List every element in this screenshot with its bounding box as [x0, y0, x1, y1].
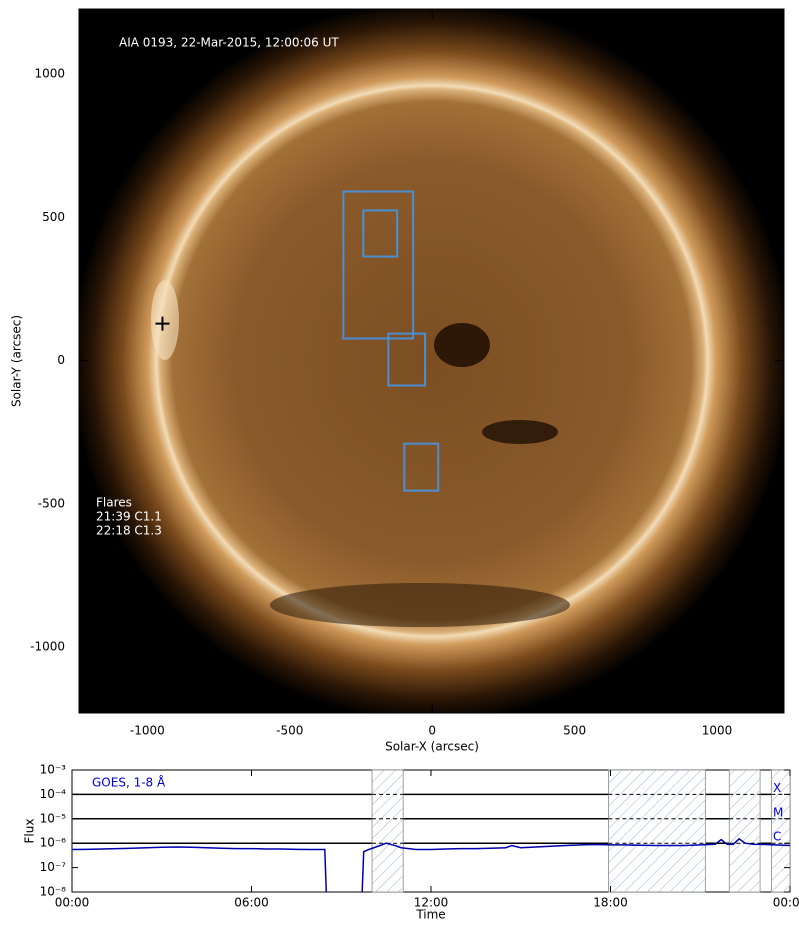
flux-line: [72, 837, 790, 892]
x-tick-label: 0: [428, 724, 436, 738]
annotation: Flares: [96, 496, 132, 510]
y-tick-label: 10⁻⁴: [40, 787, 67, 801]
x-tick-label: 06:00: [234, 896, 269, 910]
y-tick-label: 10⁻⁵: [40, 811, 67, 825]
y-tick-label: 10⁻⁸: [40, 885, 67, 899]
span-hatch: [729, 770, 761, 892]
region-box: [362, 209, 399, 258]
y-tick-label: 10⁻³: [40, 763, 67, 777]
region-box: [387, 332, 427, 387]
image-title: AIA 0193, 22-Mar-2015, 12:00:06 UT: [119, 36, 339, 50]
y-tick-label: -500: [38, 496, 65, 510]
y-tick-label: 1000: [34, 67, 65, 81]
y-tick-label: 10⁻⁶: [40, 836, 67, 850]
x-tick-label: 1000: [702, 724, 733, 738]
y-tick-label: 10⁻⁷: [40, 860, 67, 874]
region-box: [342, 190, 415, 340]
x-axis-label: Time: [415, 908, 445, 922]
x-tick-label: 18:00: [593, 896, 628, 910]
span-hatch: [608, 770, 706, 892]
y-tick-label: 500: [42, 210, 65, 224]
region-box: [403, 442, 440, 492]
y-tick-label: -1000: [30, 640, 65, 654]
solar-image: [79, 9, 784, 713]
class-label: X: [773, 781, 781, 795]
flare-marker: [155, 316, 170, 331]
x-tick-label: 00:00: [55, 896, 90, 910]
annotation: 21:39 C1.1: [96, 510, 162, 524]
x-tick-label: 500: [563, 724, 586, 738]
y-tick-label: 0: [57, 353, 65, 367]
annotation: GOES, 1-8 Å: [92, 775, 166, 790]
x-tick-label: -1000: [130, 724, 165, 738]
class-label: C: [773, 830, 781, 844]
x-tick-label: -500: [276, 724, 303, 738]
annotation: 22:18 C1.3: [96, 524, 162, 538]
x-axis-label: Solar-X (arcsec): [385, 740, 479, 754]
x-tick-label: 00:00: [773, 896, 799, 910]
y-axis-label: Solar-Y (arcsec): [10, 315, 24, 407]
x-tick-label: 12:00: [414, 896, 449, 910]
span-hatch: [372, 770, 404, 892]
plot-area: [72, 837, 790, 892]
span-hatch: [771, 770, 790, 892]
y-axis-label: Flux: [23, 819, 37, 844]
class-label: M: [773, 805, 783, 819]
